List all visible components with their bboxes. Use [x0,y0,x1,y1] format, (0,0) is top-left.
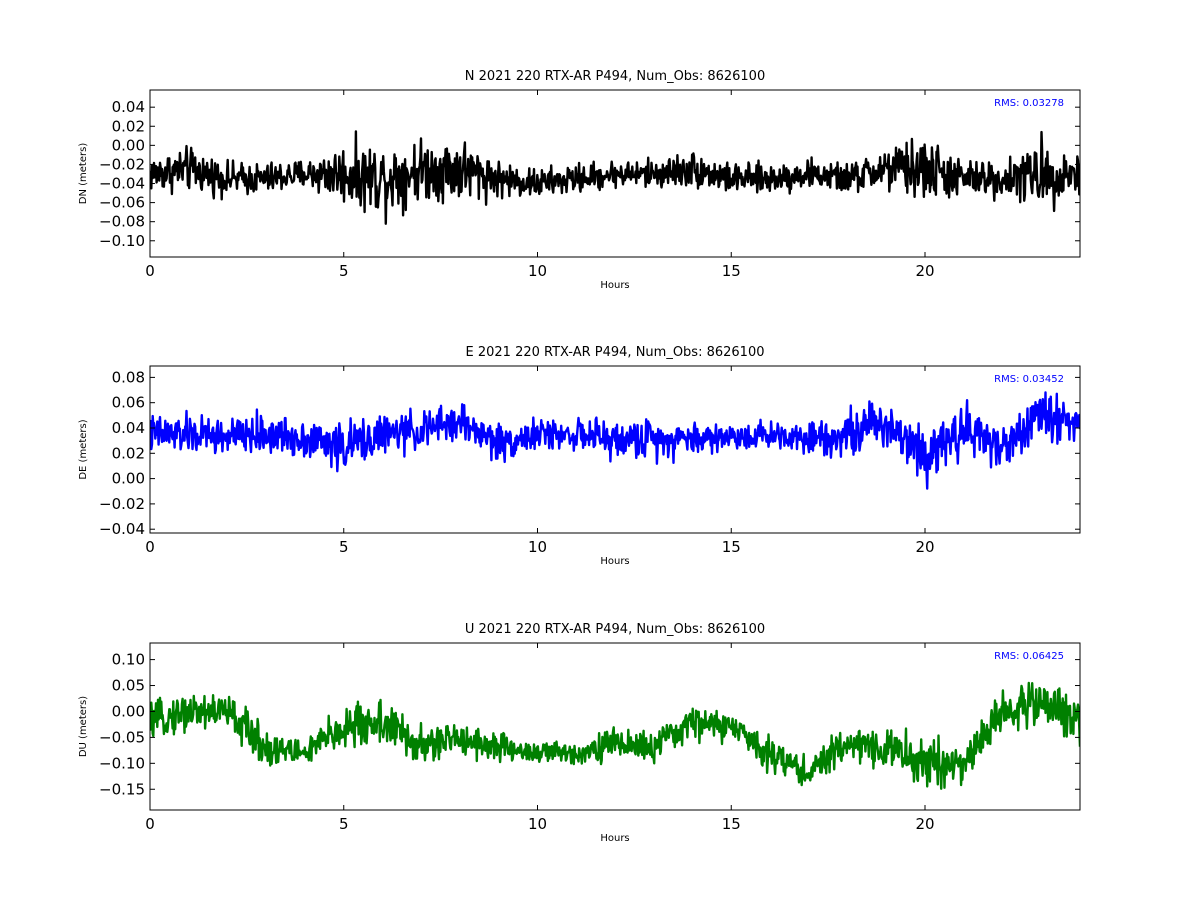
subplot-title: E 2021 220 RTX-AR P494, Num_Obs: 8626100 [466,345,765,360]
series-line [150,681,1080,790]
y-tick-label: 0.10 [112,651,145,669]
y-tick-label: 0.00 [112,136,145,154]
series-group [150,391,1080,490]
y-tick-label: −0.06 [99,194,145,212]
axes-frame [149,642,1081,811]
y-tick-label: 0.04 [112,419,145,437]
x-tick-label: 10 [528,538,547,556]
y-tick-label: −0.04 [99,520,145,538]
subplot-2: E 2021 220 RTX-AR P494, Num_Obs: 8626100… [78,345,1081,567]
x-tick-label: 0 [145,815,155,833]
x-tick-label: 0 [145,538,155,556]
y-tick-label: −0.02 [99,155,145,173]
y-tick-label: −0.15 [99,780,145,798]
series-line [150,391,1080,490]
y-tick-label: 0.06 [112,394,145,412]
y-tick-label: −0.04 [99,175,145,193]
y-axis-label: DN (meters) [78,143,89,205]
x-tick-label: 0 [145,262,155,280]
y-tick-label: −0.10 [99,754,145,772]
y-tick-label: −0.08 [99,213,145,231]
x-tick-label: 10 [528,262,547,280]
x-tick-label: 15 [722,538,741,556]
rms-annotation: RMS: 0.03278 [994,98,1064,109]
x-axis-label: Hours [600,833,629,844]
y-tick-label: 0.00 [112,470,145,488]
series-line [150,130,1080,225]
y-tick-label: −0.10 [99,232,145,250]
y-tick-label: 0.00 [112,702,145,720]
y-tick-label: −0.02 [99,495,145,513]
axes-frame [149,365,1081,534]
series-group [150,130,1080,225]
x-tick-label: 20 [915,262,934,280]
axes-frame [149,89,1081,258]
rms-annotation: RMS: 0.03452 [994,374,1064,385]
y-tick-label: −0.05 [99,728,145,746]
y-tick-label: 0.04 [112,98,145,116]
y-tick-label: 0.08 [112,368,145,386]
x-tick-label: 15 [722,815,741,833]
x-axis-label: Hours [600,280,629,291]
series-group [150,681,1080,790]
rms-annotation: RMS: 0.06425 [994,651,1064,662]
y-tick-label: 0.02 [112,117,145,135]
x-tick-label: 5 [339,538,349,556]
subplot-1: N 2021 220 RTX-AR P494, Num_Obs: 8626100… [78,69,1081,291]
x-tick-label: 15 [722,262,741,280]
subplot-title: N 2021 220 RTX-AR P494, Num_Obs: 8626100 [465,69,765,84]
x-axis-label: Hours [600,556,629,567]
x-tick-label: 10 [528,815,547,833]
y-axis-label: DE (meters) [78,419,89,479]
subplot-title: U 2021 220 RTX-AR P494, Num_Obs: 8626100 [465,622,765,637]
x-tick-label: 5 [339,262,349,280]
x-tick-label: 5 [339,815,349,833]
y-tick-label: 0.02 [112,444,145,462]
subplot-3: U 2021 220 RTX-AR P494, Num_Obs: 8626100… [78,622,1081,844]
x-tick-label: 20 [915,538,934,556]
y-tick-label: 0.05 [112,677,145,695]
x-tick-label: 20 [915,815,934,833]
y-axis-label: DU (meters) [78,696,89,757]
